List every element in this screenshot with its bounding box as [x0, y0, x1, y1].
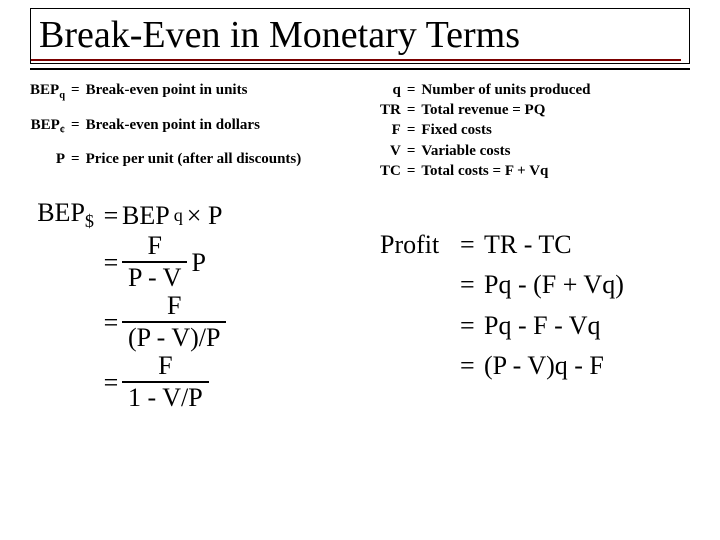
- equals-sign: =: [460, 346, 484, 386]
- profit-line: =Pq - F - Vq: [380, 306, 690, 346]
- formula-line-2: = F P - V P: [30, 233, 360, 291]
- def-description: Fixed costs: [421, 120, 690, 140]
- profit-label: [380, 265, 460, 305]
- equals-sign: =: [100, 202, 122, 229]
- divider-line: [30, 68, 690, 70]
- fraction-denominator: P - V: [122, 265, 187, 291]
- formula-line-4: = F 1 - V/P: [30, 353, 360, 411]
- formula-rhs-2: F P - V P: [122, 233, 206, 291]
- equals-sign: =: [71, 149, 80, 169]
- fraction-multiplier: P: [191, 249, 205, 276]
- def-description: Break-even point in dollars: [86, 115, 350, 135]
- title-container: Break-Even in Monetary Terms: [30, 8, 690, 64]
- equals-sign: =: [407, 100, 416, 120]
- def-description: Total costs = F + Vq: [421, 161, 690, 181]
- profit-label: [380, 306, 460, 346]
- fraction-4: F 1 - V/P: [122, 353, 209, 411]
- profit-expression: Pq - (F + Vq): [484, 265, 690, 305]
- def-symbol: TC: [380, 161, 401, 181]
- def-symbol: q: [380, 80, 401, 100]
- equals-sign: =: [71, 80, 80, 100]
- formula-rhs-3: F (P - V)/P: [122, 293, 226, 351]
- definitions-left: BEPq = Break-even point in units BEP¢ = Break…: [30, 80, 350, 181]
- equals-sign: =: [100, 249, 122, 276]
- equals-sign: =: [100, 369, 122, 396]
- def-symbol: BEPq: [30, 80, 65, 103]
- fraction-numerator: F: [152, 353, 178, 379]
- profit-label: Profit: [380, 225, 460, 265]
- profit-expression: TR - TC: [484, 225, 690, 265]
- profit-block: Profit=TR - TC=Pq - (F + Vq)=Pq - F - Vq…: [380, 199, 690, 386]
- fraction-denominator: (P - V)/P: [122, 325, 226, 351]
- profit-line: =Pq - (F + Vq): [380, 265, 690, 305]
- def-symbol: TR: [380, 100, 401, 120]
- formula-line-3: = F (P - V)/P: [30, 293, 360, 351]
- profit-line: Profit=TR - TC: [380, 225, 690, 265]
- page-title: Break-Even in Monetary Terms: [31, 15, 681, 61]
- definitions-right: q=Number of units producedTR=Total reven…: [380, 80, 690, 181]
- equals-sign: =: [460, 225, 484, 265]
- equals-sign: =: [460, 306, 484, 346]
- equals-sign: =: [407, 141, 416, 161]
- bep-formula-block: BEP$ = BEPq × P = F P - V P =: [30, 199, 360, 413]
- def-description: Total revenue = PQ: [421, 100, 690, 120]
- fraction-numerator: F: [161, 293, 187, 319]
- def-description: Break-even point in units: [86, 80, 350, 100]
- formula-rhs-1: BEPq × P: [122, 202, 222, 229]
- def-description: Variable costs: [421, 141, 690, 161]
- fraction-numerator: F: [142, 233, 168, 259]
- profit-line: =(P - V)q - F: [380, 346, 690, 386]
- def-description: Number of units produced: [421, 80, 690, 100]
- equals-sign: =: [71, 115, 80, 135]
- def-description: Price per unit (after all discounts): [86, 149, 350, 169]
- profit-expression: Pq - F - Vq: [484, 306, 690, 346]
- equals-sign: =: [460, 265, 484, 305]
- fraction-denominator: 1 - V/P: [122, 385, 209, 411]
- formula-lhs: BEP$: [30, 199, 100, 231]
- formula-rhs-4: F 1 - V/P: [122, 353, 209, 411]
- def-symbol: V: [380, 141, 401, 161]
- equals-sign: =: [100, 309, 122, 336]
- fraction-3: F (P - V)/P: [122, 293, 226, 351]
- equals-sign: =: [407, 80, 416, 100]
- profit-expression: (P - V)q - F: [484, 346, 690, 386]
- equals-sign: =: [407, 120, 416, 140]
- equals-sign: =: [407, 161, 416, 181]
- fraction-2: F P - V: [122, 233, 187, 291]
- profit-label: [380, 346, 460, 386]
- def-symbol: P: [30, 149, 65, 169]
- def-symbol: BEP¢: [30, 115, 65, 138]
- bottom-row: BEP$ = BEPq × P = F P - V P =: [30, 199, 690, 413]
- def-symbol: F: [380, 120, 401, 140]
- formula-line-1: BEP$ = BEPq × P: [30, 199, 360, 231]
- definitions-row: BEPq = Break-even point in units BEP¢ = Break…: [30, 80, 690, 181]
